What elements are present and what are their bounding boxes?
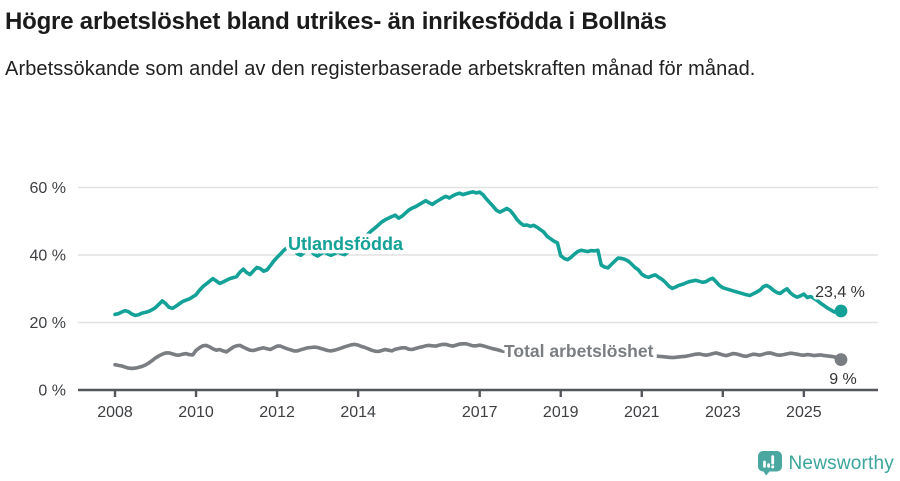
series-label-total: Total arbetslöshet [504, 341, 654, 361]
unemployment-line-chart: 0 % 20 % 40 % 60 % 2008 2010 2012 2014 2017 2019 2… [30, 180, 878, 421]
x-axis-label-2010: 2010 [178, 404, 214, 421]
series-end-dot-utlandsfodda [834, 304, 848, 318]
series-line-total [113, 341, 843, 371]
y-axis-label-60: 60 % [30, 180, 66, 197]
page-title: Högre arbetslöshet bland utrikes- än inr… [5, 8, 667, 35]
x-axis-label-2019: 2019 [543, 404, 579, 421]
x-axis-label-2008: 2008 [97, 404, 133, 421]
end-value-label-utlandsfodda: 23,4 % [815, 284, 865, 301]
x-axis-label-2017: 2017 [462, 404, 498, 421]
x-axis-label-2023: 2023 [705, 404, 741, 421]
series-line-utlandsfodda [113, 190, 843, 318]
y-axis-label-0: 0 % [38, 383, 66, 400]
series-label-utlandsfodda: Utlandsfödda [288, 234, 404, 254]
x-axis-label-2014: 2014 [340, 404, 376, 421]
y-axis-label-20: 20 % [30, 315, 66, 332]
y-axis-label-40: 40 % [30, 248, 66, 265]
x-axis-label-2012: 2012 [259, 404, 295, 421]
page-subtitle: Arbetssökande som andel av den registerb… [5, 58, 756, 80]
x-axis-label-2021: 2021 [624, 404, 660, 421]
newsworthy-logo: Newsworthy [757, 451, 894, 476]
series-end-dot-total [834, 353, 848, 367]
chart-page: Högre arbetslöshet bland utrikes- än inr… [0, 7, 900, 481]
end-value-label-total: 9 % [829, 371, 857, 388]
newsworthy-logo-text: Newsworthy [788, 452, 894, 474]
x-axis-label-2025: 2025 [786, 404, 822, 421]
newsworthy-bar-chart-bubble-icon [757, 451, 782, 476]
